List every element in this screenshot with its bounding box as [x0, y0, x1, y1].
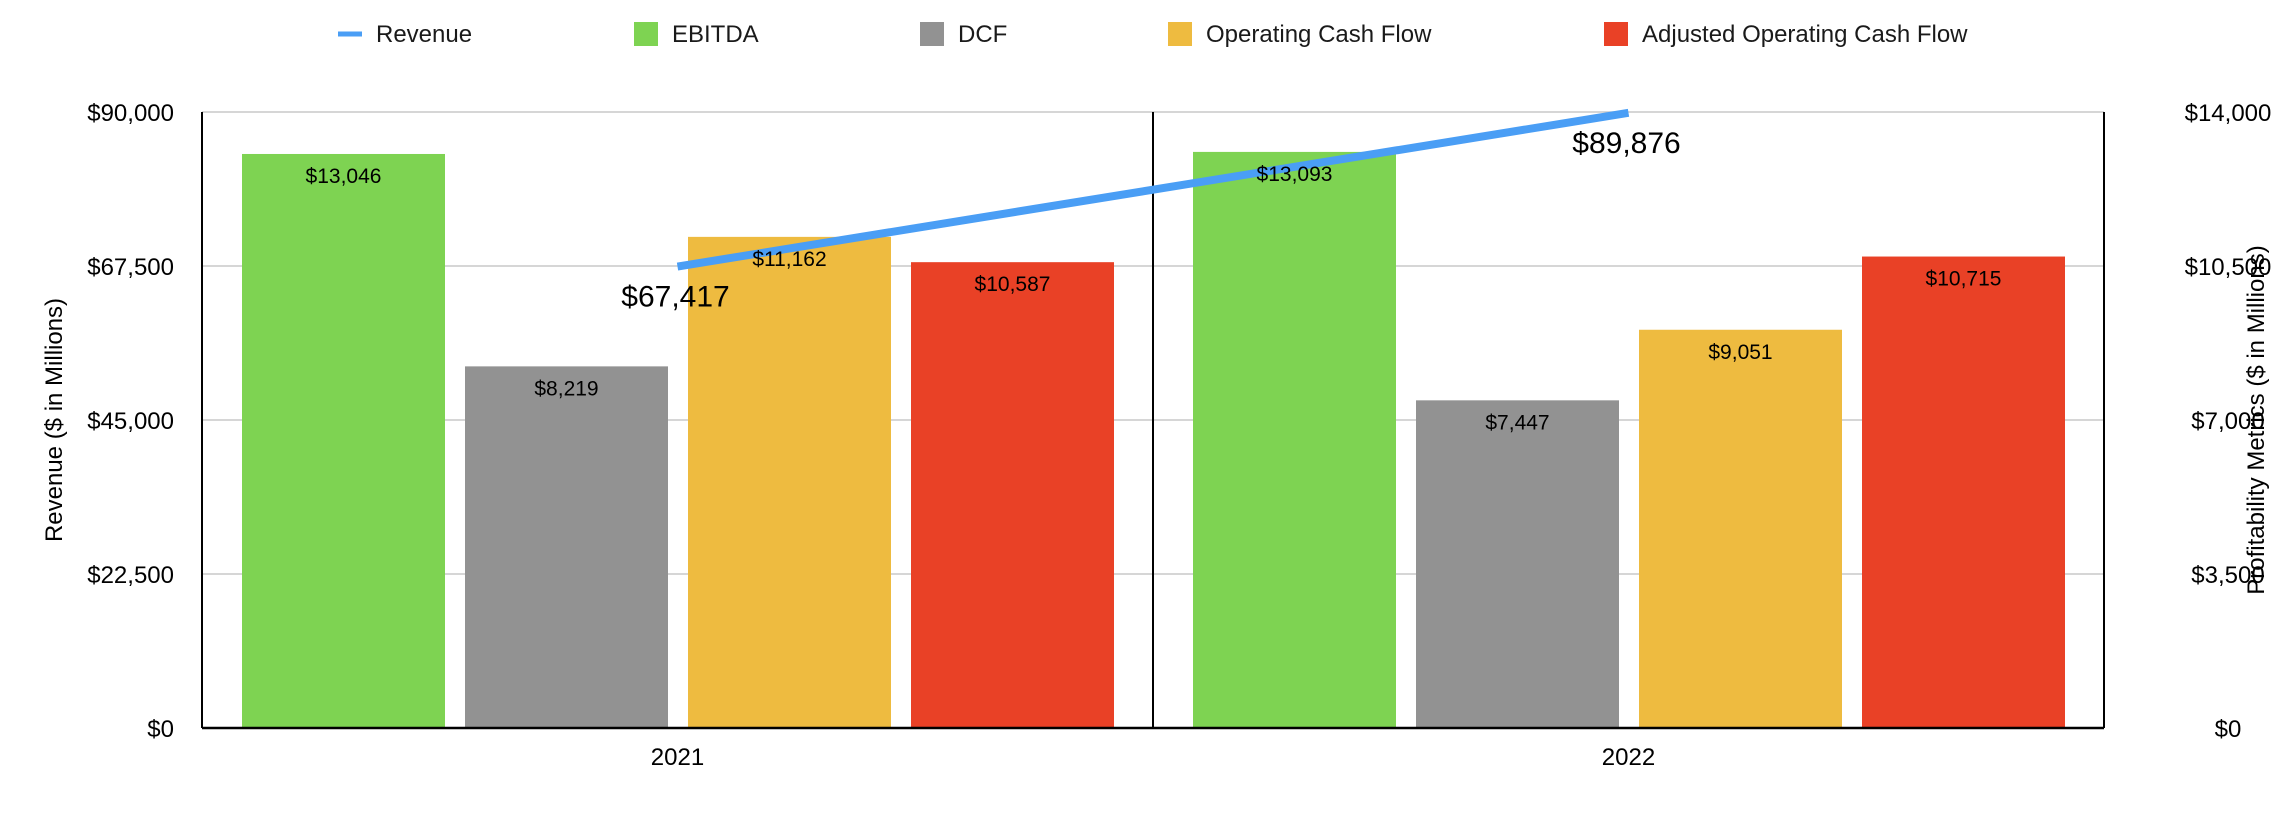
y-left-tick-label: $45,000 [87, 408, 174, 435]
bar-label-adjusted-operating-cash-flow-2022: $10,715 [1926, 268, 2002, 291]
bar-dcf-2021 [465, 366, 668, 728]
bar-label-operating-cash-flow-2021: $11,162 [752, 248, 826, 271]
bar-ebitda-2022 [1193, 151, 1396, 728]
plot-frame [201, 112, 2105, 730]
legend-swatch-ebitda [634, 22, 658, 46]
legend-swatch-adjusted-operating-cash-flow [1604, 22, 1628, 46]
y-left-axis-title: Revenue ($ in Millions) [41, 298, 68, 542]
legend-item-operating-cash-flow: Operating Cash Flow [1168, 21, 1432, 48]
legend-label-operating-cash-flow: Operating Cash Flow [1206, 21, 1432, 48]
legend-item-adjusted-operating-cash-flow: Adjusted Operating Cash Flow [1604, 21, 1968, 48]
bar-operating-cash-flow-2021 [688, 236, 891, 728]
y-right-tick-label: $7,000 [2191, 408, 2264, 435]
legend-item-revenue: Revenue [338, 21, 472, 48]
bar-adjusted-operating-cash-flow-2022 [1862, 256, 2065, 728]
y-right-tick-label: $14,000 [2185, 100, 2272, 127]
legend-label-dcf: DCF [958, 21, 1007, 48]
x-tick-label-2021: 2021 [651, 744, 704, 771]
legend-item-dcf: DCF [920, 21, 1007, 48]
y-right-tick-label: $10,500 [2185, 254, 2272, 281]
legend-label-adjusted-operating-cash-flow: Adjusted Operating Cash Flow [1642, 21, 1968, 48]
legend-swatch-dcf [920, 22, 944, 46]
line-label-revenue-2021: $67,417 [621, 281, 729, 314]
y-left-tick-label: $22,500 [87, 562, 174, 589]
bar-operating-cash-flow-2022 [1639, 329, 1842, 728]
line-revenue [676, 108, 1630, 271]
data-labels: $13,046 $13,093 $8,219 $7,447 $11,162 $9,051 $… [306, 127, 2002, 434]
y-left-tick-label: $90,000 [87, 100, 174, 127]
y-right-axis-title: Profitability Metrics ($ in Millions) [2243, 245, 2270, 594]
axes: $0 $22,500 $45,000 $67,500 $90,000 $0 $3,500 $7… [41, 100, 2271, 771]
y-right-tick-label: $3,500 [2191, 562, 2264, 589]
legend: Revenue EBITDA DCF Operating Cash Flow Adjus… [338, 21, 1968, 48]
legend-label-ebitda: EBITDA [672, 21, 759, 48]
bar-label-operating-cash-flow-2022: $9,051 [1708, 341, 1772, 364]
bar-ebitda-2021 [242, 153, 445, 728]
bar-label-dcf-2022: $7,447 [1485, 411, 1549, 434]
bar-label-ebitda-2022: $13,093 [1257, 163, 1333, 186]
bar-label-dcf-2021: $8,219 [534, 377, 598, 400]
y-left-tick-label: $0 [147, 716, 174, 743]
line-label-revenue-2022: $89,876 [1572, 127, 1680, 160]
revenue-line [676, 108, 1630, 271]
y-right-tick-label: $0 [2215, 716, 2242, 743]
bar-adjusted-operating-cash-flow-2021 [911, 262, 1114, 728]
y-left-tick-label: $67,500 [87, 254, 174, 281]
bar-label-ebitda-2021: $13,046 [306, 165, 382, 188]
legend-swatch-operating-cash-flow [1168, 22, 1192, 46]
x-tick-label-2022: 2022 [1602, 744, 1655, 771]
legend-label-revenue: Revenue [376, 21, 472, 48]
bars [242, 151, 2065, 728]
legend-item-ebitda: EBITDA [634, 21, 759, 48]
bar-dcf-2022 [1416, 400, 1619, 728]
bar-label-adjusted-operating-cash-flow-2021: $10,587 [975, 273, 1051, 296]
